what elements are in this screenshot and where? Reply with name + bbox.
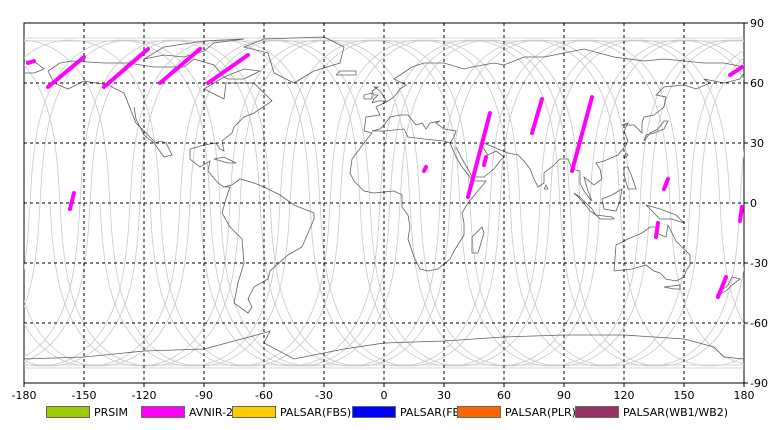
avnir2-observation: [662, 177, 670, 191]
coastline: [335, 70, 357, 76]
orbit-track: [24, 39, 731, 367]
sensor-legend: PRSIM AVNIR-2 PALSAR(FBS) PALSAR(FBD) PA…: [46, 402, 746, 422]
x-tick-label: 30: [437, 389, 451, 402]
coastline: [455, 72, 745, 202]
longitude-ticks: -180 -150 -120 -90 -60 -30 0 30 60 90 120 150 180: [12, 383, 755, 402]
avnir2-observation: [102, 47, 150, 89]
coastline: [47, 58, 315, 314]
coastline: [363, 92, 373, 100]
avnir2-observation: [466, 111, 492, 199]
legend-swatch: [457, 406, 501, 418]
legend-item-palsar-fbd: PALSAR(FBD): [352, 402, 473, 422]
avnir2-observation: [738, 205, 744, 223]
legend-item-palsar-wb: PALSAR(WB1/WB2): [575, 402, 728, 422]
coastline: [371, 114, 457, 144]
orbit-track: [24, 39, 744, 367]
coastline: [471, 226, 485, 254]
y-tick-label: -90: [750, 377, 768, 390]
legend-label: PRSIM: [94, 405, 128, 419]
x-tick-label: -60: [255, 389, 273, 402]
avnir2-observation: [158, 47, 202, 85]
avnir2-observation: [530, 97, 544, 135]
avnir2-observation: [46, 55, 86, 89]
y-tick-label: 60: [750, 77, 764, 90]
x-tick-label: 150: [674, 389, 695, 402]
y-tick-label: -30: [750, 257, 768, 270]
orbit-track: [24, 39, 744, 367]
x-tick-label: 180: [734, 389, 755, 402]
legend-label: AVNIR-2: [189, 405, 233, 419]
avnir2-observation: [570, 95, 594, 173]
coastline: [643, 120, 669, 142]
x-tick-label: -180: [12, 389, 37, 402]
latitude-ticks: 90 60 30 0 -30 -60 -90: [744, 17, 768, 390]
coastline: [242, 36, 345, 84]
legend-label: PALSAR(FBS): [280, 405, 352, 419]
orbit-track: [24, 39, 581, 367]
x-tick-label: -120: [132, 389, 157, 402]
avnir2-observation: [422, 165, 428, 173]
y-tick-label: 30: [750, 137, 764, 150]
coastline: [623, 152, 629, 160]
x-tick-label: -30: [315, 389, 333, 402]
coastline: [663, 284, 681, 290]
legend-label: PALSAR(FBD): [400, 405, 473, 419]
legend-item-prsim: PRSIM: [46, 402, 128, 422]
legend-swatch: [352, 406, 396, 418]
coastline: [715, 276, 741, 296]
graticule: [24, 23, 744, 383]
y-tick-label: 90: [750, 17, 764, 30]
y-tick-label: -60: [750, 317, 768, 330]
coastline: [143, 38, 245, 60]
avnir2-observation: [26, 59, 36, 65]
legend-label: PALSAR(PLR): [505, 405, 576, 419]
avnir2-observation: [482, 155, 488, 167]
avnir2-observation: [716, 275, 728, 299]
avnir2-observation: [68, 191, 76, 211]
legend-item-avnir2: AVNIR-2: [141, 402, 233, 422]
coastline: [213, 156, 237, 164]
coastline: [363, 48, 745, 132]
x-tick-label: -150: [72, 389, 97, 402]
coastline: [613, 223, 691, 282]
legend-swatch: [232, 406, 276, 418]
legend-swatch: [46, 406, 90, 418]
coastline: [601, 188, 623, 212]
legend-item-palsar-fbs: PALSAR(FBS): [232, 402, 351, 422]
orbit-track: [99, 39, 744, 367]
avnir2-observation: [654, 221, 660, 239]
avnir2-observation: [728, 65, 744, 77]
y-tick-label: 0: [750, 197, 757, 210]
coastline: [371, 86, 387, 104]
x-tick-label: 0: [381, 389, 388, 402]
x-tick-label: 120: [614, 389, 635, 402]
coastline: [23, 330, 745, 360]
legend-swatch: [141, 406, 185, 418]
observation-segments: [26, 47, 744, 299]
coastline: [543, 184, 549, 190]
legend-swatch: [575, 406, 619, 418]
coastline: [595, 214, 615, 220]
legend-item-palsar-plr: PALSAR(PLR): [457, 402, 576, 422]
x-tick-label: 90: [557, 389, 571, 402]
coastline: [223, 68, 262, 80]
avnir2-observation: [206, 53, 250, 85]
x-tick-label: -90: [195, 389, 213, 402]
legend-label: PALSAR(WB1/WB2): [623, 405, 729, 419]
x-tick-label: 60: [497, 389, 511, 402]
